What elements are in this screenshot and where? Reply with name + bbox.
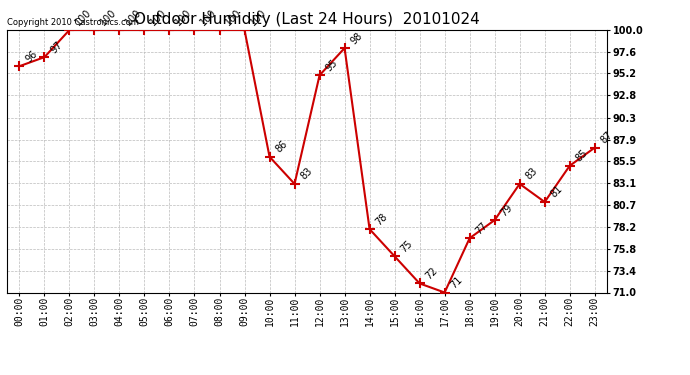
Text: 81: 81	[549, 184, 564, 200]
Text: 75: 75	[399, 238, 415, 254]
Text: 77: 77	[474, 220, 490, 236]
Text: 83: 83	[524, 166, 540, 182]
Text: 71: 71	[448, 274, 464, 290]
Text: Copyright 2010 Castronics.com: Copyright 2010 Castronics.com	[7, 18, 139, 27]
Text: 100: 100	[174, 8, 194, 28]
Text: 79: 79	[499, 202, 515, 218]
Text: 100: 100	[248, 8, 268, 28]
Text: 96: 96	[23, 48, 39, 64]
Text: 95: 95	[324, 57, 339, 73]
Text: 100: 100	[199, 8, 219, 28]
Text: 98: 98	[348, 30, 364, 46]
Text: 100: 100	[224, 8, 244, 28]
Text: 100: 100	[99, 8, 119, 28]
Text: 100: 100	[124, 8, 144, 28]
Text: 100: 100	[74, 8, 94, 28]
Text: 86: 86	[274, 139, 289, 154]
Text: 78: 78	[374, 211, 390, 227]
Title: Outdoor Humidity (Last 24 Hours)  20101024: Outdoor Humidity (Last 24 Hours) 2010102…	[134, 12, 480, 27]
Text: 72: 72	[424, 266, 440, 281]
Text: 87: 87	[599, 130, 615, 146]
Text: 97: 97	[48, 39, 64, 55]
Text: 83: 83	[299, 166, 315, 182]
Text: 85: 85	[574, 148, 590, 164]
Text: 100: 100	[148, 8, 168, 28]
